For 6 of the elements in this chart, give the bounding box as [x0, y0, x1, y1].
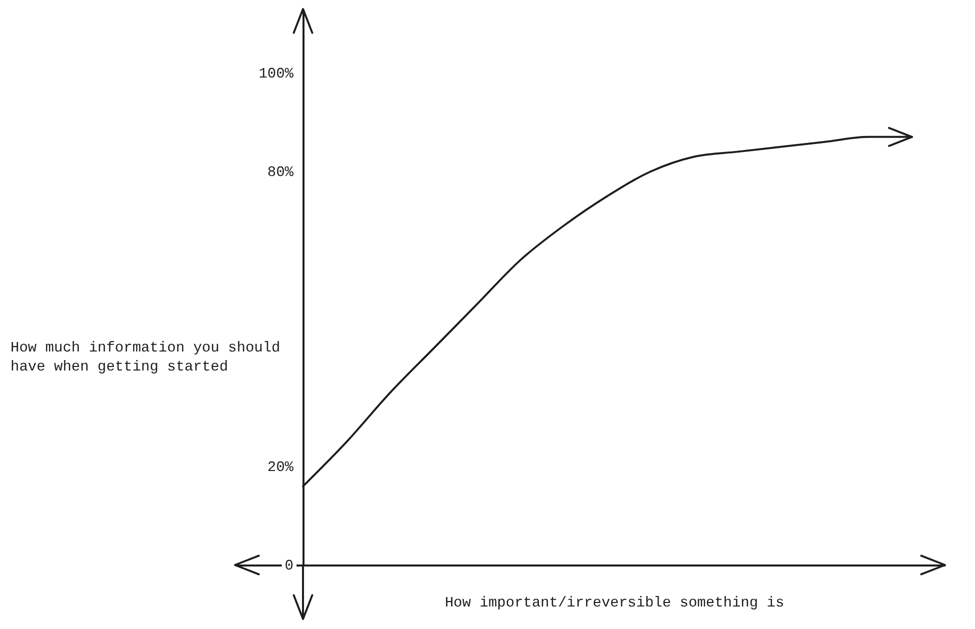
- x-axis-title: How important/irreversible something is: [444, 596, 784, 612]
- y-tick-label: 0: [284, 558, 294, 574]
- y-tick-label: 80%: [267, 164, 294, 181]
- y-tick-label: 20%: [267, 460, 294, 476]
- y-axis-title: How much information you should have when getting started: [10, 340, 280, 376]
- y-tick-label: 100%: [258, 66, 294, 82]
